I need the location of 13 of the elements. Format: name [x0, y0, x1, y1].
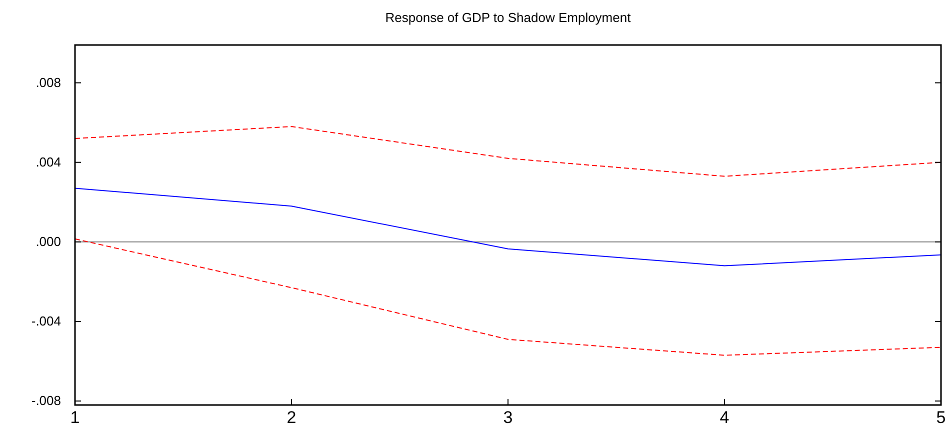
y-tick-label: -.008: [31, 393, 61, 408]
y-tick-label: .004: [36, 154, 61, 170]
x-tick-label: 2: [286, 408, 296, 427]
chart-title: Response of GDP to Shadow Employment: [385, 10, 632, 25]
x-tick-label: 3: [503, 408, 513, 427]
line-series: [74, 188, 942, 266]
y-tick-label: -.004: [31, 313, 61, 328]
x-tick-label: 5: [936, 408, 946, 427]
y-tick-label: .008: [36, 74, 61, 90]
x-tick-label: 1: [70, 408, 80, 427]
x-tick-label: 4: [720, 408, 730, 427]
line-series: [74, 238, 942, 356]
y-tick-label: .000: [36, 234, 61, 249]
